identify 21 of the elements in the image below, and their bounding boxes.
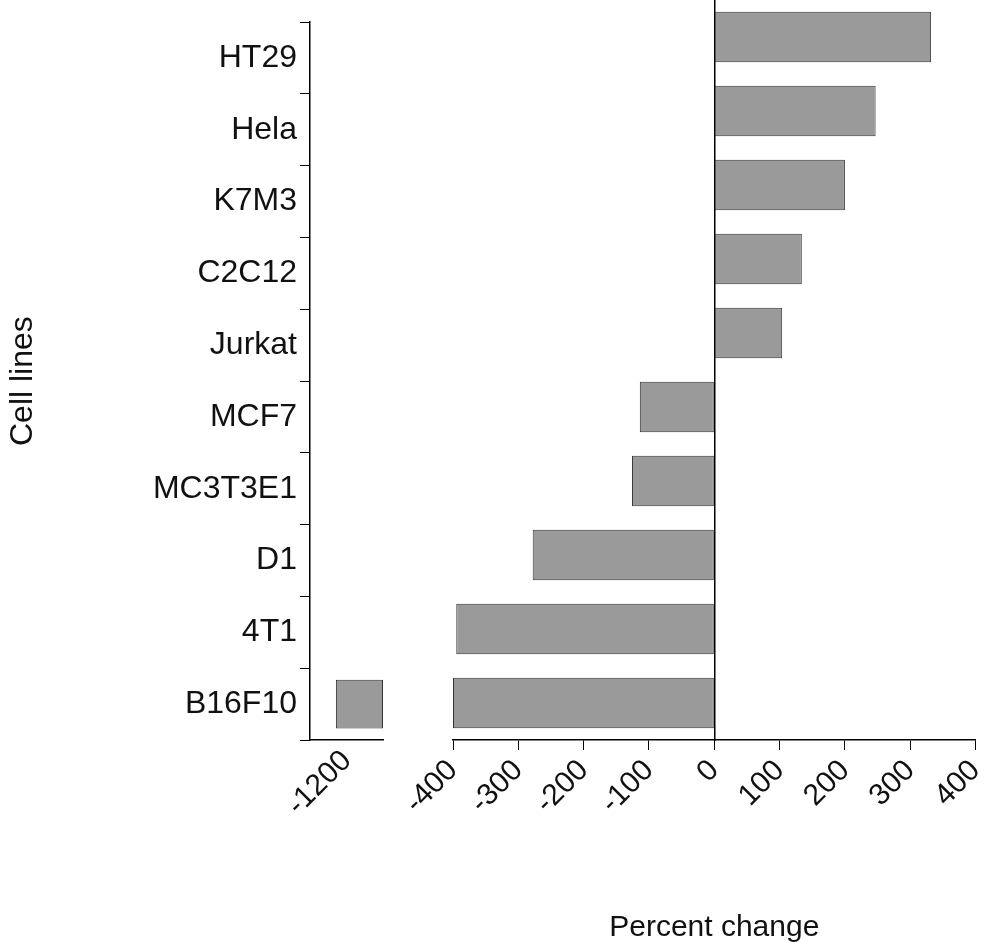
y-tick-label: D1 xyxy=(256,540,297,577)
y-tick-label: MCF7 xyxy=(209,396,297,433)
x-tick-label: 0 xyxy=(689,752,725,788)
y-tick-label: Hela xyxy=(231,109,298,146)
x-tick-label: -400 xyxy=(397,752,464,819)
y-tick-label: C2C12 xyxy=(197,253,297,290)
x-tick-label: 300 xyxy=(861,752,921,812)
y-axis-title: Cell lines xyxy=(3,316,40,447)
x-tick-label: -300 xyxy=(462,752,529,819)
x-axis-title: Percent change xyxy=(609,909,820,943)
y-tick-label: MC3T3E1 xyxy=(152,468,297,505)
x-tick-label: -200 xyxy=(527,752,594,819)
x-tick-label: 100 xyxy=(730,752,790,812)
y-tick-label: 4T1 xyxy=(241,612,297,649)
y-tick-label: B16F10 xyxy=(184,683,297,720)
y-tick-label: Jurkat xyxy=(209,325,298,362)
y-tick-label: K7M3 xyxy=(213,181,297,218)
x-tick-label: 200 xyxy=(796,752,855,812)
y-tick-label: HT29 xyxy=(218,37,297,74)
x-tick-label: -100 xyxy=(593,752,660,819)
x-tick-label: 400 xyxy=(926,752,986,812)
